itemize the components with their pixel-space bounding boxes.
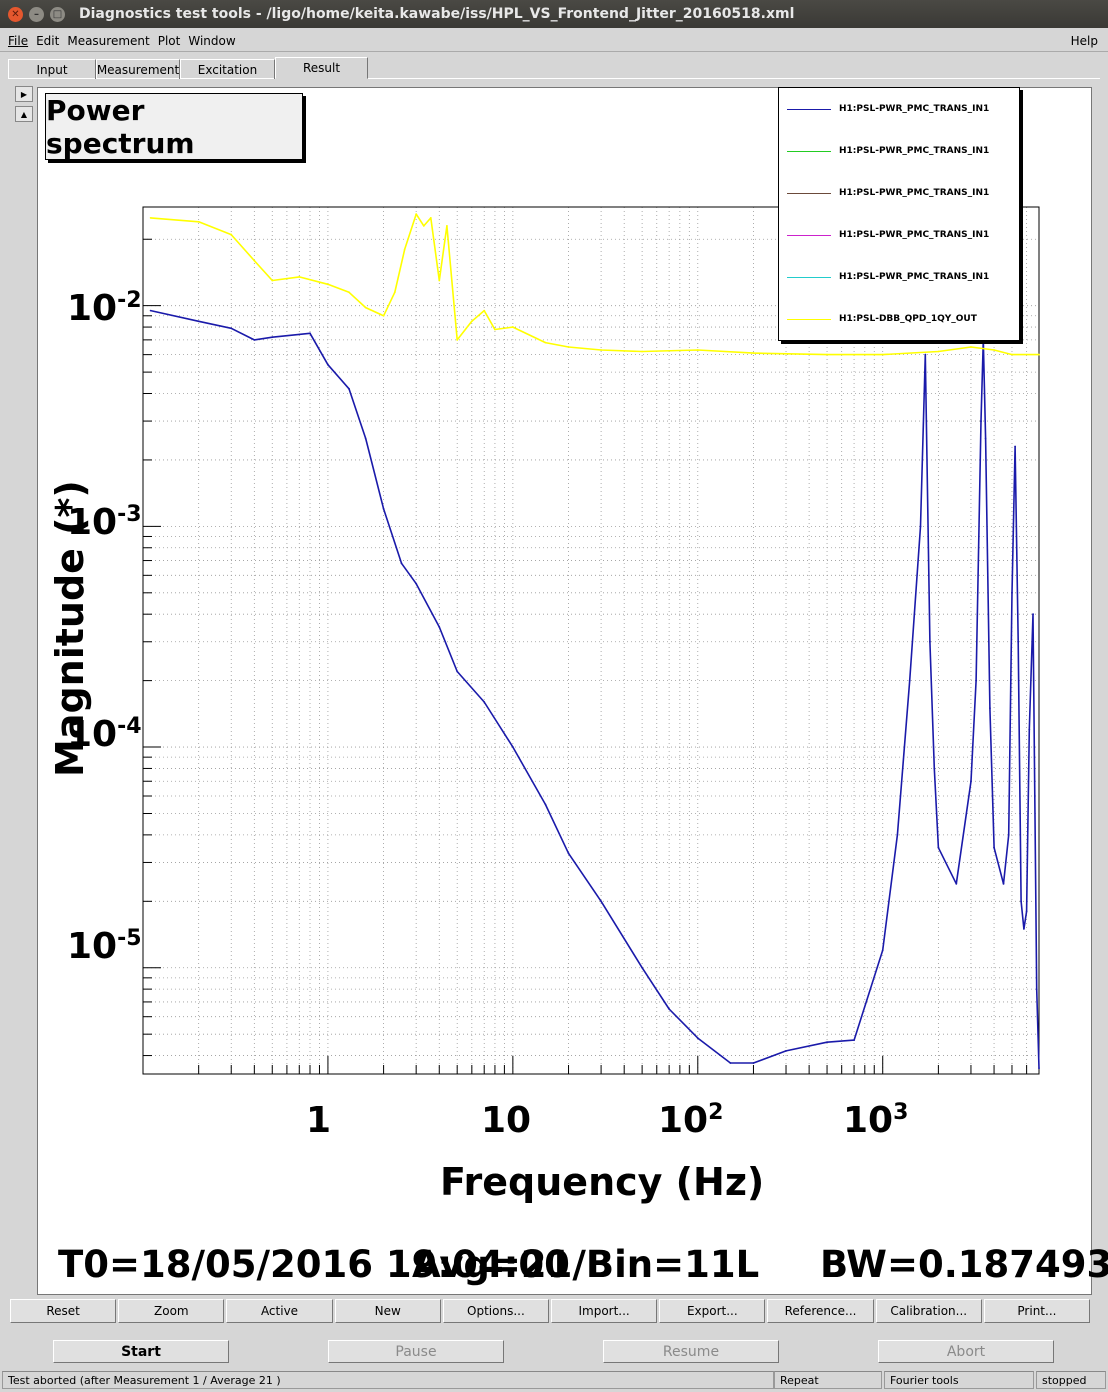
y-tick-label: 10-5	[67, 926, 142, 967]
reference-button[interactable]: Reference...	[767, 1299, 874, 1323]
plot-t0-label: T0=18/05/2016 19:04:00	[58, 1243, 570, 1286]
import-button[interactable]: Import...	[551, 1299, 658, 1323]
plot-title: Power spectrum	[45, 93, 303, 160]
status-state: stopped	[1036, 1371, 1106, 1389]
x-tick-label: 10	[481, 1100, 532, 1141]
legend-label: H1:PSL-PWR_PMC_TRANS_IN1	[839, 188, 990, 198]
legend-item: H1:PSL-PWR_PMC_TRANS_IN1	[787, 145, 989, 157]
legend-label: H1:PSL-PWR_PMC_TRANS_IN1	[839, 272, 990, 282]
menu-edit[interactable]: Edit	[36, 33, 60, 48]
menu-help[interactable]: Help	[1070, 33, 1098, 48]
window-titlebar: ✕ – □ Diagnostics test tools - /ligo/hom…	[0, 0, 1108, 28]
minimize-icon[interactable]: –	[29, 6, 44, 22]
chart-legend: H1:PSL-PWR_PMC_TRANS_IN1 H1:PSL-PWR_PMC_…	[778, 87, 1020, 341]
menu-file[interactable]: File	[8, 33, 29, 48]
x-axis-title: Frequency (Hz)	[440, 1160, 765, 1204]
window-title: Diagnostics test tools - /ligo/home/keit…	[79, 6, 795, 22]
resume-button[interactable]: Resume	[603, 1340, 779, 1363]
legend-line	[787, 192, 831, 194]
y-tick-label: 10-4	[67, 714, 142, 755]
active-button[interactable]: Active	[226, 1299, 333, 1323]
tab-result[interactable]: Result	[275, 57, 368, 79]
tab-input[interactable]: Input	[8, 59, 96, 79]
menu-plot[interactable]: Plot	[157, 33, 181, 48]
legend-label: H1:PSL-PWR_PMC_TRANS_IN1	[839, 230, 990, 240]
new-button[interactable]: New	[334, 1299, 441, 1323]
tab-excitation[interactable]: Excitation	[180, 59, 275, 79]
export-button[interactable]: Export...	[659, 1299, 766, 1323]
status-bar: Test aborted (after Measurement 1 / Aver…	[0, 1370, 1108, 1390]
menu-bar: File Edit Measurement Plot Window Help	[0, 30, 1108, 52]
zoom-button[interactable]: Zoom	[118, 1299, 225, 1323]
legend-line	[787, 108, 831, 110]
legend-item: H1:PSL-PWR_PMC_TRANS_IN1	[787, 103, 989, 115]
tab-measurement[interactable]: Measurement	[96, 59, 180, 79]
maximize-icon[interactable]: □	[50, 6, 65, 22]
abort-button[interactable]: Abort	[878, 1340, 1054, 1363]
x-tick-label: 1	[306, 1100, 332, 1141]
status-repeat: Repeat	[774, 1371, 882, 1389]
tab-bar: Input Measurement Excitation Result	[8, 57, 1100, 79]
status-tool: Fourier tools	[884, 1371, 1034, 1389]
legend-line	[787, 234, 831, 236]
menu-measurement[interactable]: Measurement	[67, 33, 150, 48]
y-axis-title: Magnitude (*)	[48, 480, 92, 777]
page-next-arrow-icon[interactable]: ▶	[15, 86, 33, 102]
legend-item: H1:PSL-PWR_PMC_TRANS_IN1	[787, 187, 989, 199]
options-button[interactable]: Options...	[442, 1299, 550, 1323]
close-icon[interactable]: ✕	[8, 6, 23, 22]
plot-bw-label: BW=0.187493	[820, 1243, 1108, 1286]
print-button[interactable]: Print...	[983, 1299, 1091, 1323]
plot-toolbar: Reset Zoom Active New Options... Import.…	[10, 1299, 1092, 1323]
y-tick-label: 10-2	[67, 288, 142, 329]
legend-item: H1:PSL-PWR_PMC_TRANS_IN1	[787, 271, 989, 283]
calibration-button[interactable]: Calibration...	[875, 1299, 982, 1323]
legend-line	[787, 276, 831, 278]
page-prev-arrow-icon[interactable]: ▲	[15, 106, 33, 122]
start-button[interactable]: Start	[53, 1340, 229, 1363]
legend-line	[787, 318, 831, 320]
legend-item: H1:PSL-PWR_PMC_TRANS_IN1	[787, 229, 989, 241]
pause-button[interactable]: Pause	[328, 1340, 504, 1363]
legend-label: H1:PSL-DBB_QPD_1QY_OUT	[839, 314, 977, 324]
x-tick-label: 103	[843, 1100, 909, 1141]
legend-label: H1:PSL-PWR_PMC_TRANS_IN1	[839, 104, 990, 114]
menu-window[interactable]: Window	[188, 33, 236, 48]
plot-avg-label: Avg=21/Bin=11L	[412, 1243, 760, 1286]
legend-line	[787, 150, 831, 152]
y-tick-label: 10-3	[67, 502, 142, 543]
reset-button[interactable]: Reset	[10, 1299, 117, 1323]
legend-item: H1:PSL-DBB_QPD_1QY_OUT	[787, 313, 977, 325]
status-message: Test aborted (after Measurement 1 / Aver…	[2, 1371, 774, 1389]
x-tick-label: 102	[658, 1100, 724, 1141]
legend-label: H1:PSL-PWR_PMC_TRANS_IN1	[839, 146, 990, 156]
